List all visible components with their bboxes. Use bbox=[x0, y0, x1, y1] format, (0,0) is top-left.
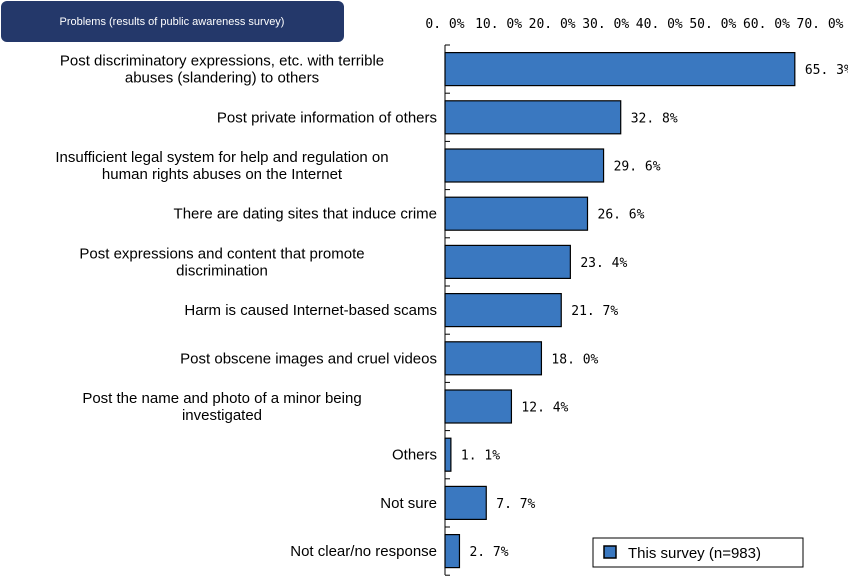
x-tick-label: 0. 0% bbox=[425, 17, 464, 32]
category-label: Post the name and photo of a minor being bbox=[82, 390, 361, 407]
survey-badge: Problems (results of public awareness su… bbox=[1, 1, 344, 42]
category-label: Not clear/no response bbox=[290, 543, 437, 560]
legend-swatch bbox=[603, 545, 617, 559]
survey-badge-label: Problems (results of public awareness su… bbox=[60, 16, 285, 28]
category-label: human rights abuses on the Internet bbox=[102, 166, 343, 183]
value-label: 26. 6% bbox=[598, 208, 645, 223]
bar bbox=[444, 293, 562, 328]
bar bbox=[444, 196, 589, 231]
bar bbox=[444, 341, 543, 376]
x-tick-label: 40. 0% bbox=[636, 17, 683, 32]
category-label: Post obscene images and cruel videos bbox=[180, 350, 437, 367]
category-label: Insufficient legal system for help and r… bbox=[55, 149, 388, 166]
value-label: 29. 6% bbox=[614, 160, 661, 175]
value-label: 2. 7% bbox=[469, 545, 508, 560]
legend-box bbox=[592, 537, 804, 568]
category-label: There are dating sites that induce crime bbox=[174, 206, 437, 223]
x-axis-ticks: 0. 0% 10. 0% 20. 0% 30. 0% 40. 0% 50. 0% 60. 0… bbox=[425, 17, 843, 32]
value-label: 65. 3% bbox=[805, 63, 848, 78]
category-label: Others bbox=[392, 447, 437, 464]
x-tick-label: 50. 0% bbox=[689, 17, 736, 32]
category-label: Post private information of others bbox=[217, 109, 437, 126]
category-label: Post expressions and content that promot… bbox=[79, 245, 364, 262]
bar bbox=[444, 389, 513, 424]
value-label: 18. 0% bbox=[551, 352, 598, 367]
x-tick-label: 70. 0% bbox=[797, 17, 844, 32]
bars bbox=[444, 51, 796, 569]
bar bbox=[444, 533, 461, 569]
value-label: 21. 7% bbox=[571, 304, 618, 319]
category-label: Harm is caused Internet-based scams bbox=[184, 302, 437, 319]
category-label: abuses (slandering) to others bbox=[125, 70, 319, 87]
value-label: 23. 4% bbox=[580, 256, 627, 271]
x-tick-label: 20. 0% bbox=[529, 17, 576, 32]
value-label: 12. 4% bbox=[521, 401, 568, 416]
y-axis-ticks bbox=[445, 44, 450, 576]
survey-badge-background bbox=[1, 1, 344, 42]
x-tick-label: 30. 0% bbox=[582, 17, 629, 32]
category-label: Post discriminatory expressions, etc. wi… bbox=[60, 53, 384, 70]
x-tick-label: 60. 0% bbox=[743, 17, 790, 32]
bar bbox=[444, 437, 452, 472]
bar bbox=[444, 244, 571, 279]
value-labels: 65. 3% 32. 8% 29. 6% 26. 6% 23. 4% 21. 7% 18. … bbox=[461, 63, 848, 560]
bar bbox=[444, 100, 622, 135]
category-label: discrimination bbox=[176, 262, 268, 279]
value-label: 1. 1% bbox=[461, 449, 500, 464]
value-label: 32. 8% bbox=[631, 111, 678, 126]
x-tick-label: 10. 0% bbox=[475, 17, 522, 32]
bar bbox=[444, 51, 796, 87]
bar bbox=[444, 148, 605, 183]
category-label: investigated bbox=[182, 407, 262, 424]
category-label: Not sure bbox=[380, 495, 437, 512]
category-labels: Post discriminatory expressions, etc. wi… bbox=[55, 53, 437, 560]
legend-label: This survey (n=983) bbox=[628, 545, 761, 562]
value-label: 7. 7% bbox=[496, 497, 535, 512]
bar bbox=[444, 485, 487, 520]
legend: This survey (n=983) bbox=[592, 537, 804, 568]
